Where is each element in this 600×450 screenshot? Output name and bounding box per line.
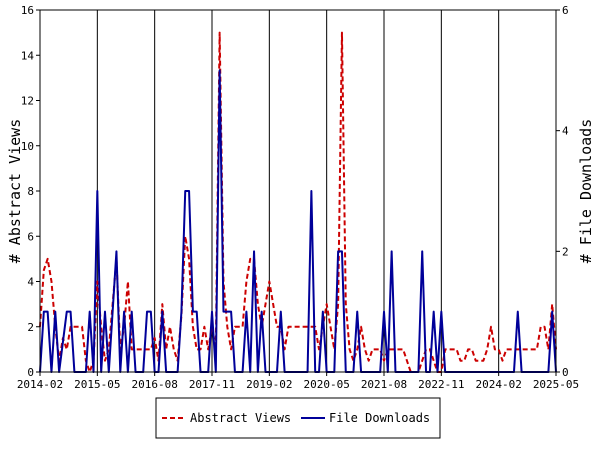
- y2-tick-label: 0: [562, 366, 569, 379]
- x-tick-label: 2022-11: [418, 378, 464, 391]
- x-tick-label: 2024-02: [475, 378, 521, 391]
- y2-axis-title: # File Downloads: [577, 119, 595, 264]
- y-tick-label: 0: [27, 366, 34, 379]
- y-tick-label: 16: [21, 4, 34, 17]
- y-tick-label: 2: [27, 321, 34, 334]
- x-tick-label: 2014-02: [17, 378, 63, 391]
- x-tick-label: 2020-05: [303, 378, 349, 391]
- y-tick-label: 6: [27, 230, 34, 243]
- y-tick-label: 4: [27, 276, 34, 289]
- series-line-abstract-views: [39, 31, 557, 373]
- y-tick-label: 12: [21, 95, 34, 108]
- legend-label-file-downloads: File Downloads: [329, 411, 430, 425]
- axes: 2014-02 2015-05 2016-08 2017-11 2019-02 2020-…: [17, 4, 579, 391]
- x-tick-label: 2025-05: [533, 378, 579, 391]
- x-tick-label: 2015-05: [74, 378, 120, 391]
- x-tick-label: 2021-08: [361, 378, 407, 391]
- x-tick-label: 2016-08: [131, 378, 177, 391]
- y2-tick-label: 6: [562, 4, 569, 17]
- y-axis-title: # Abstract Views: [6, 119, 24, 264]
- legend-box: [155, 397, 441, 439]
- x-tick-label: 2017-11: [189, 378, 235, 391]
- y-tick-label: 14: [21, 49, 35, 62]
- legend: Abstract Views File Downloads: [155, 397, 441, 439]
- y2-tick-label: 2: [562, 245, 569, 258]
- legend-label-abstract-views: Abstract Views: [190, 411, 291, 425]
- y-tick-label: 10: [21, 140, 34, 153]
- y-tick-label: 8: [27, 185, 34, 198]
- x-tick-label: 2019-02: [246, 378, 292, 391]
- y2-tick-label: 4: [562, 125, 569, 138]
